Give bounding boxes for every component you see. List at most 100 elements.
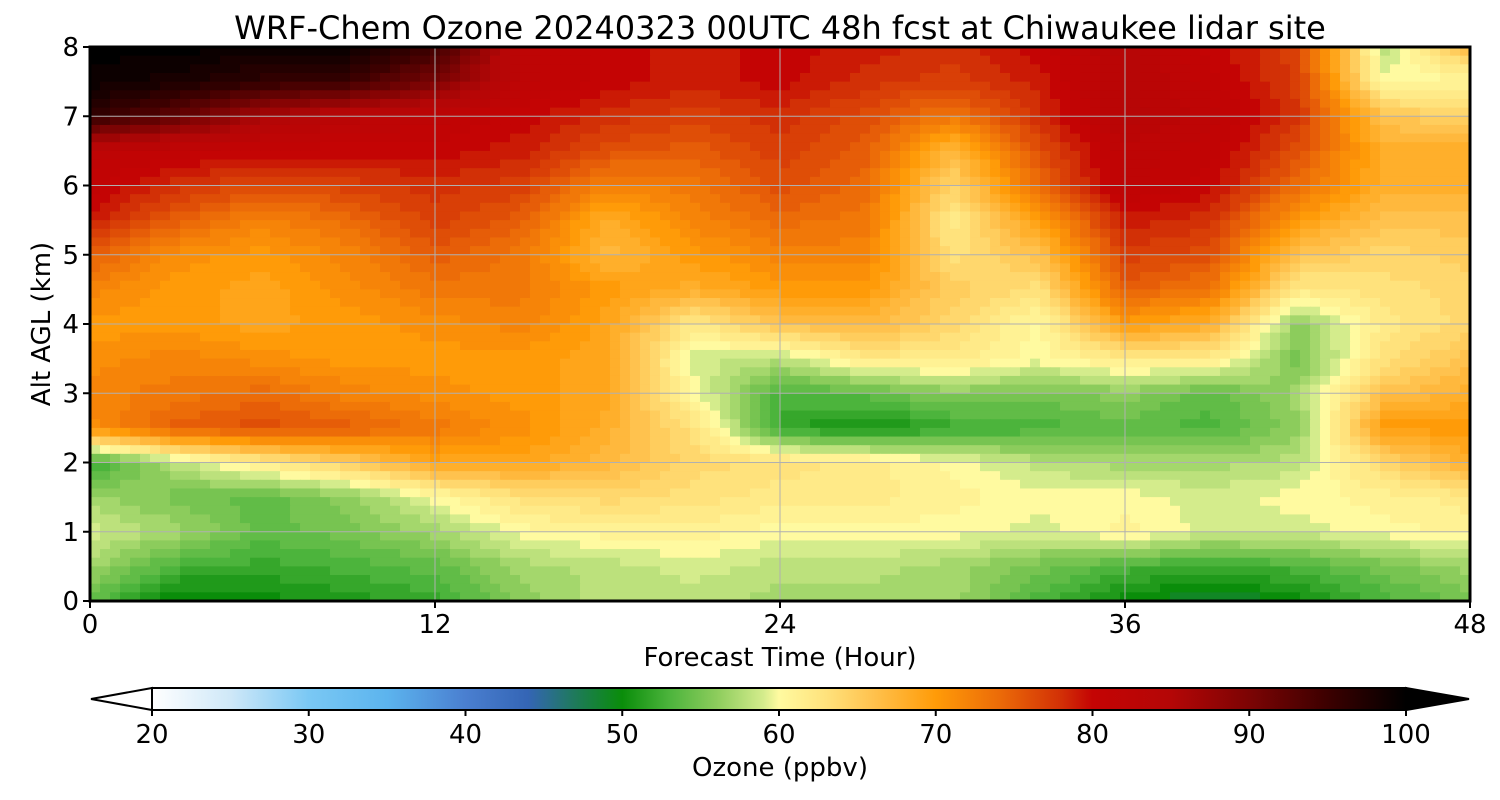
field-cell: [1050, 81, 1061, 91]
field-cell: [1280, 107, 1291, 117]
field-cell: [450, 142, 461, 152]
field-cell: [940, 150, 951, 161]
field-cell: [630, 272, 641, 282]
field-cell: [190, 280, 201, 290]
field-cell: [1430, 272, 1441, 282]
field-cell: [350, 298, 361, 308]
field-cell: [290, 272, 301, 282]
field-cell: [1410, 228, 1421, 239]
field-cell: [390, 324, 401, 334]
field-cell: [220, 159, 231, 169]
field-cell: [1210, 133, 1221, 143]
field-cell: [230, 133, 241, 143]
field-cell: [1220, 349, 1231, 360]
field-cell: [1420, 107, 1431, 117]
field-cell: [1140, 142, 1151, 152]
field-cell: [910, 107, 921, 117]
field-cell: [480, 55, 491, 65]
field-cell: [1000, 176, 1011, 187]
field-cell: [1220, 228, 1231, 239]
field-cell: [290, 176, 301, 187]
field-cell: [290, 349, 301, 360]
field-cell: [260, 81, 271, 91]
field-cell: [670, 228, 681, 239]
field-cell: [360, 341, 371, 351]
field-cell: [1080, 55, 1091, 65]
field-cell: [1000, 47, 1011, 57]
field-cell: [1050, 349, 1061, 360]
field-cell: [250, 90, 261, 100]
field-cell: [1020, 298, 1031, 308]
field-cell: [1240, 107, 1251, 117]
field-cell: [140, 47, 151, 57]
field-cell: [1430, 263, 1441, 273]
field-cell: [660, 246, 671, 256]
field-cell: [840, 107, 851, 117]
field-cell: [360, 107, 371, 117]
field-cell: [420, 72, 431, 83]
field-cell: [580, 237, 591, 247]
field-cell: [1160, 254, 1171, 265]
field-cell: [540, 228, 551, 239]
field-cell: [690, 254, 701, 265]
field-cell: [160, 315, 171, 325]
field-cell: [420, 168, 431, 178]
field-cell: [880, 185, 891, 195]
field-cell: [900, 107, 911, 117]
field-cell: [260, 349, 271, 360]
field-cell: [1400, 90, 1411, 100]
field-cell: [1050, 124, 1061, 135]
field-cell: [620, 237, 631, 247]
field-cell: [610, 272, 621, 282]
field-cell: [550, 107, 561, 117]
field-cell: [1020, 133, 1031, 143]
field-cell: [240, 220, 251, 230]
field-cell: [740, 324, 751, 334]
field-cell: [910, 124, 921, 135]
field-cell: [100, 116, 111, 126]
field-cell: [150, 341, 161, 351]
field-cell: [840, 306, 851, 316]
field-cell: [750, 98, 761, 109]
field-cell: [410, 237, 421, 247]
field-cell: [250, 116, 261, 126]
field-cell: [1090, 306, 1101, 316]
field-cell: [880, 341, 891, 351]
field-cell: [350, 332, 361, 342]
field-cell: [600, 72, 611, 83]
field-cell: [960, 246, 971, 256]
field-cell: [840, 133, 851, 143]
field-cell: [520, 220, 531, 230]
field-cell: [880, 124, 891, 135]
field-cell: [510, 341, 521, 351]
field-cell: [1290, 168, 1301, 178]
field-cell: [330, 55, 341, 65]
field-cell: [220, 90, 231, 100]
field-cell: [720, 150, 731, 161]
field-cell: [630, 211, 641, 221]
field-cell: [210, 124, 221, 135]
field-cell: [1360, 237, 1371, 247]
field-cell: [630, 289, 641, 299]
field-cell: [240, 246, 251, 256]
field-cell: [1360, 55, 1371, 65]
field-cell: [790, 116, 801, 126]
field-cell: [1060, 211, 1071, 221]
field-cell: [930, 298, 941, 308]
field-cell: [950, 280, 961, 290]
field-cell: [100, 280, 111, 290]
field-cell: [780, 263, 791, 273]
field-cell: [180, 289, 191, 299]
field-cell: [150, 133, 161, 143]
field-cell: [890, 142, 901, 152]
field-cell: [1230, 168, 1241, 178]
field-cell: [1250, 90, 1261, 100]
field-cell: [1390, 133, 1401, 143]
field-cell: [1100, 211, 1111, 221]
field-cell: [1280, 246, 1291, 256]
field-cell: [230, 116, 241, 126]
field-cell: [750, 159, 761, 169]
field-cell: [220, 107, 231, 117]
field-cell: [1000, 107, 1011, 117]
field-cell: [610, 341, 621, 351]
